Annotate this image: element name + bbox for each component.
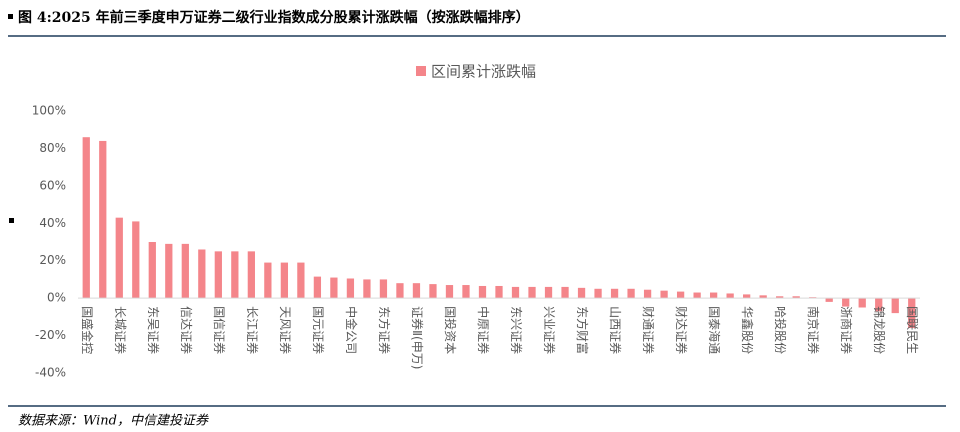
y-tick-label: 0%: [47, 291, 66, 305]
x-tick-label: 中金公司: [344, 306, 359, 354]
x-tick-label: 南京证券: [806, 306, 821, 354]
x-tick-label: 锦龙股份: [872, 306, 886, 354]
bar: [726, 293, 734, 299]
x-tick-label: 国联民生: [905, 306, 919, 354]
bar: [82, 137, 90, 299]
bar: [495, 285, 503, 299]
y-tick-label: 40%: [39, 216, 66, 230]
x-tick-label: 华鑫股份: [740, 306, 755, 354]
x-tick-label: 中原证券: [476, 306, 491, 354]
bar: [858, 298, 866, 308]
bar: [132, 221, 140, 299]
x-tick-label: 国泰海通: [707, 306, 722, 354]
x-tick-label: 长城证券: [113, 306, 128, 354]
y-tick-label: 20%: [39, 253, 66, 267]
bar: [445, 285, 454, 299]
bar: [610, 288, 619, 299]
bar: [148, 242, 156, 299]
x-tick-label: 东方证券: [377, 306, 392, 354]
bar: [214, 251, 222, 299]
bar: [478, 285, 487, 299]
bar: [660, 290, 668, 299]
x-tick-label: 财达证券: [674, 306, 689, 354]
bar: [181, 243, 189, 299]
bar: [346, 278, 355, 299]
bar: [842, 298, 850, 307]
bar: [511, 286, 520, 299]
x-tick-label: 东吴证券: [146, 306, 161, 354]
x-tick-label: 国投资本: [443, 306, 458, 354]
y-tick-label: -20%: [35, 328, 66, 342]
x-tick-label: 国盛金控: [80, 306, 95, 354]
bar: [643, 289, 652, 299]
bar: [561, 286, 569, 299]
bar: [429, 284, 437, 299]
source: 数据来源：Wind，中信建投证券: [18, 414, 209, 429]
bar: [743, 294, 751, 299]
bar: [462, 285, 470, 299]
x-tick-label: 财通证券: [641, 306, 656, 354]
bar: [825, 298, 833, 302]
x-tick-label: 信达证券: [179, 306, 194, 354]
x-tick-label: 天风证券: [278, 306, 293, 354]
bar: [363, 279, 371, 299]
bar: [693, 292, 701, 299]
bullet: [8, 14, 13, 19]
bar: [908, 298, 916, 329]
bar: [379, 279, 388, 299]
bullet: [9, 218, 14, 223]
x-tick-label: 浙商证券: [839, 306, 854, 354]
bar: [115, 217, 123, 299]
bar: [577, 287, 586, 299]
bar: [412, 283, 421, 299]
bar: [891, 298, 899, 314]
x-tick-label: 长江证券: [245, 306, 260, 354]
bar: [297, 262, 305, 299]
bar: [313, 276, 322, 299]
bar: [759, 295, 767, 299]
x-tick-label: 山西证券: [608, 306, 623, 354]
bar: [231, 251, 239, 299]
x-tick-label: 东方财富: [575, 306, 590, 354]
bar: [676, 291, 685, 299]
bar: [544, 286, 553, 299]
y-tick-label: 60%: [39, 178, 66, 192]
y-tick-label: 100%: [32, 104, 66, 118]
bar: [198, 249, 206, 299]
bar: [627, 288, 635, 299]
legend-swatch: [416, 66, 426, 76]
bar: [264, 262, 272, 299]
x-tick-label: 证券Ⅱ(申万): [410, 306, 425, 369]
x-tick-label: 兴业证券: [542, 306, 557, 354]
bar: [792, 296, 800, 299]
y-tick-label: 80%: [39, 141, 66, 155]
x-tick-label: 国元证券: [311, 306, 326, 354]
legend-label: 区间累计涨跌幅: [431, 63, 536, 81]
bar: [99, 140, 107, 299]
bar: [247, 251, 255, 299]
bar: [165, 243, 173, 299]
bar: [528, 286, 536, 299]
bar: [280, 262, 289, 299]
bar: [875, 298, 883, 312]
bar: [396, 283, 404, 299]
x-tick-label: 国信证券: [212, 306, 227, 354]
bar: [709, 292, 718, 299]
chart-title: 图 4:2025 年前三季度申万证券二级行业指数成分股累计涨跌幅（按涨跌幅排序）: [18, 9, 530, 26]
bar: [594, 288, 602, 299]
x-tick-label: 哈投股份: [773, 306, 788, 354]
bar: [776, 296, 784, 299]
y-tick-label: -40%: [35, 366, 66, 380]
bar: [330, 277, 338, 299]
x-tick-label: 东兴证券: [509, 306, 524, 354]
